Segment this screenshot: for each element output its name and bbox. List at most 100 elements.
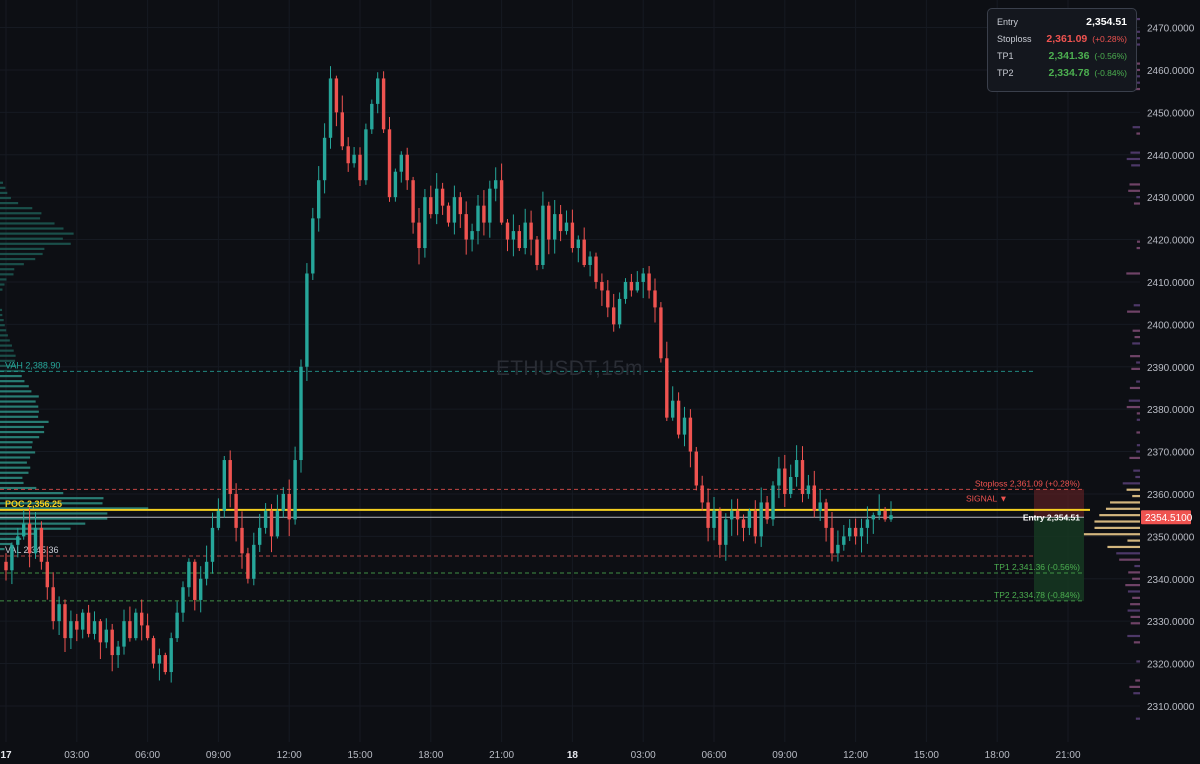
- tp1-value: 2,341.36: [1048, 50, 1090, 62]
- profile-bar: [0, 451, 36, 454]
- right-profile-bar: [1122, 482, 1140, 485]
- candle-body: [340, 112, 344, 147]
- time-tick-label: 12:00: [843, 750, 868, 761]
- profile-bar: [0, 456, 31, 459]
- entry-label: Entry 2,354.51: [1023, 513, 1080, 523]
- candle-body: [789, 477, 793, 494]
- right-profile-bar: [1136, 68, 1140, 72]
- time-tick-label: 06:00: [135, 750, 160, 761]
- profile-bar: [0, 283, 5, 286]
- right-profile-bar: [1135, 679, 1140, 682]
- candle-body: [269, 510, 274, 537]
- right-profile-bar: [1131, 164, 1140, 167]
- candle-body: [458, 197, 462, 215]
- candle-body: [275, 510, 280, 537]
- profile-bar: [0, 201, 19, 205]
- profile-bar: [0, 359, 16, 362]
- candle-body: [393, 171, 398, 198]
- candle-body: [741, 519, 746, 528]
- right-profile-bar: [1127, 310, 1140, 313]
- candle-body: [92, 621, 97, 634]
- candle-body: [753, 510, 757, 537]
- profile-bar: [0, 547, 5, 551]
- right-volume-profile: [1083, 17, 1140, 720]
- time-tick-label: 18:00: [985, 750, 1010, 761]
- candle-body: [86, 612, 91, 634]
- profile-bar: [0, 242, 71, 245]
- candle-body: [730, 510, 734, 520]
- candle-body: [193, 561, 197, 600]
- candle-body: [222, 460, 226, 511]
- candle-body: [104, 629, 108, 643]
- trade-zones: [1034, 489, 1084, 601]
- candle-body: [564, 222, 569, 232]
- candle-body: [240, 527, 244, 554]
- profile-bar: [0, 308, 3, 312]
- profile-bar: [0, 278, 7, 281]
- profile-bar: [0, 273, 14, 276]
- stoploss-zone: [1034, 489, 1084, 518]
- profile-bar: [0, 476, 23, 479]
- tp1-label: TP1: [997, 51, 1014, 61]
- time-tick-label: 09:00: [772, 750, 797, 761]
- candle-body: [582, 239, 586, 265]
- candle-body: [523, 222, 527, 249]
- candle-body: [376, 78, 380, 104]
- profile-bar: [0, 288, 3, 291]
- signal-label: SIGNAL ▼: [966, 494, 1008, 504]
- candle-body: [558, 214, 563, 232]
- candle-body: [322, 137, 327, 181]
- candle-body: [334, 78, 339, 113]
- profile-bar: [0, 512, 108, 515]
- candle-body: [706, 502, 710, 528]
- candle-body: [81, 612, 85, 630]
- candle-body: [470, 231, 474, 240]
- price-tick-label: 2380.0000: [1147, 405, 1195, 416]
- candle-body: [659, 307, 663, 359]
- right-profile-bar: [1133, 202, 1140, 205]
- candle-body: [724, 519, 728, 545]
- time-tick-label: 18:00: [418, 750, 443, 761]
- price-tick-label: 2450.0000: [1147, 108, 1195, 119]
- candle-body: [116, 646, 120, 656]
- profile-bar: [0, 405, 39, 408]
- profile-bar: [0, 364, 17, 368]
- price-tick-label: 2360.0000: [1147, 490, 1195, 501]
- profile-bar: [0, 196, 11, 200]
- right-profile-bar: [1134, 564, 1140, 568]
- profile-bar: [0, 502, 103, 505]
- tp2-label: TP2: [997, 68, 1014, 78]
- candle-body: [27, 523, 32, 554]
- price-tick-label: 2420.0000: [1147, 236, 1195, 247]
- candle-body: [452, 197, 457, 223]
- candle-body: [305, 273, 309, 367]
- candle-body: [482, 205, 486, 223]
- right-profile-bar: [1128, 399, 1140, 402]
- right-profile-bar: [1136, 196, 1140, 199]
- candle-body: [594, 256, 598, 282]
- profile-bar: [0, 374, 22, 378]
- candle-body: [800, 460, 805, 494]
- time-tick-label: 15:00: [914, 750, 939, 761]
- right-profile-bar: [1126, 272, 1140, 275]
- candle-body: [352, 154, 356, 164]
- profile-bar: [0, 207, 33, 210]
- right-profile-bar: [1136, 418, 1140, 421]
- candle-body: [98, 621, 103, 643]
- right-profile-bar: [1132, 126, 1140, 129]
- candle-body: [199, 578, 203, 600]
- current-price-label: 2354.5100: [1145, 513, 1193, 524]
- current-price-tag: [1141, 510, 1191, 525]
- candle-body: [718, 510, 722, 545]
- right-profile-bar: [1130, 151, 1140, 154]
- price-axis: 2310.0000 2320.0000 2330.0000 2340.0000 2350…: [1141, 24, 1195, 713]
- candle-body: [187, 561, 191, 588]
- candle-body: [735, 510, 740, 520]
- symbol-watermark: ETHUSDT,15m: [496, 357, 643, 380]
- profile-bar: [0, 329, 7, 332]
- time-tick-label: 06:00: [701, 750, 726, 761]
- right-profile-bar: [1136, 660, 1140, 663]
- profile-bar: [0, 436, 40, 439]
- price-tick-label: 2340.0000: [1147, 575, 1195, 586]
